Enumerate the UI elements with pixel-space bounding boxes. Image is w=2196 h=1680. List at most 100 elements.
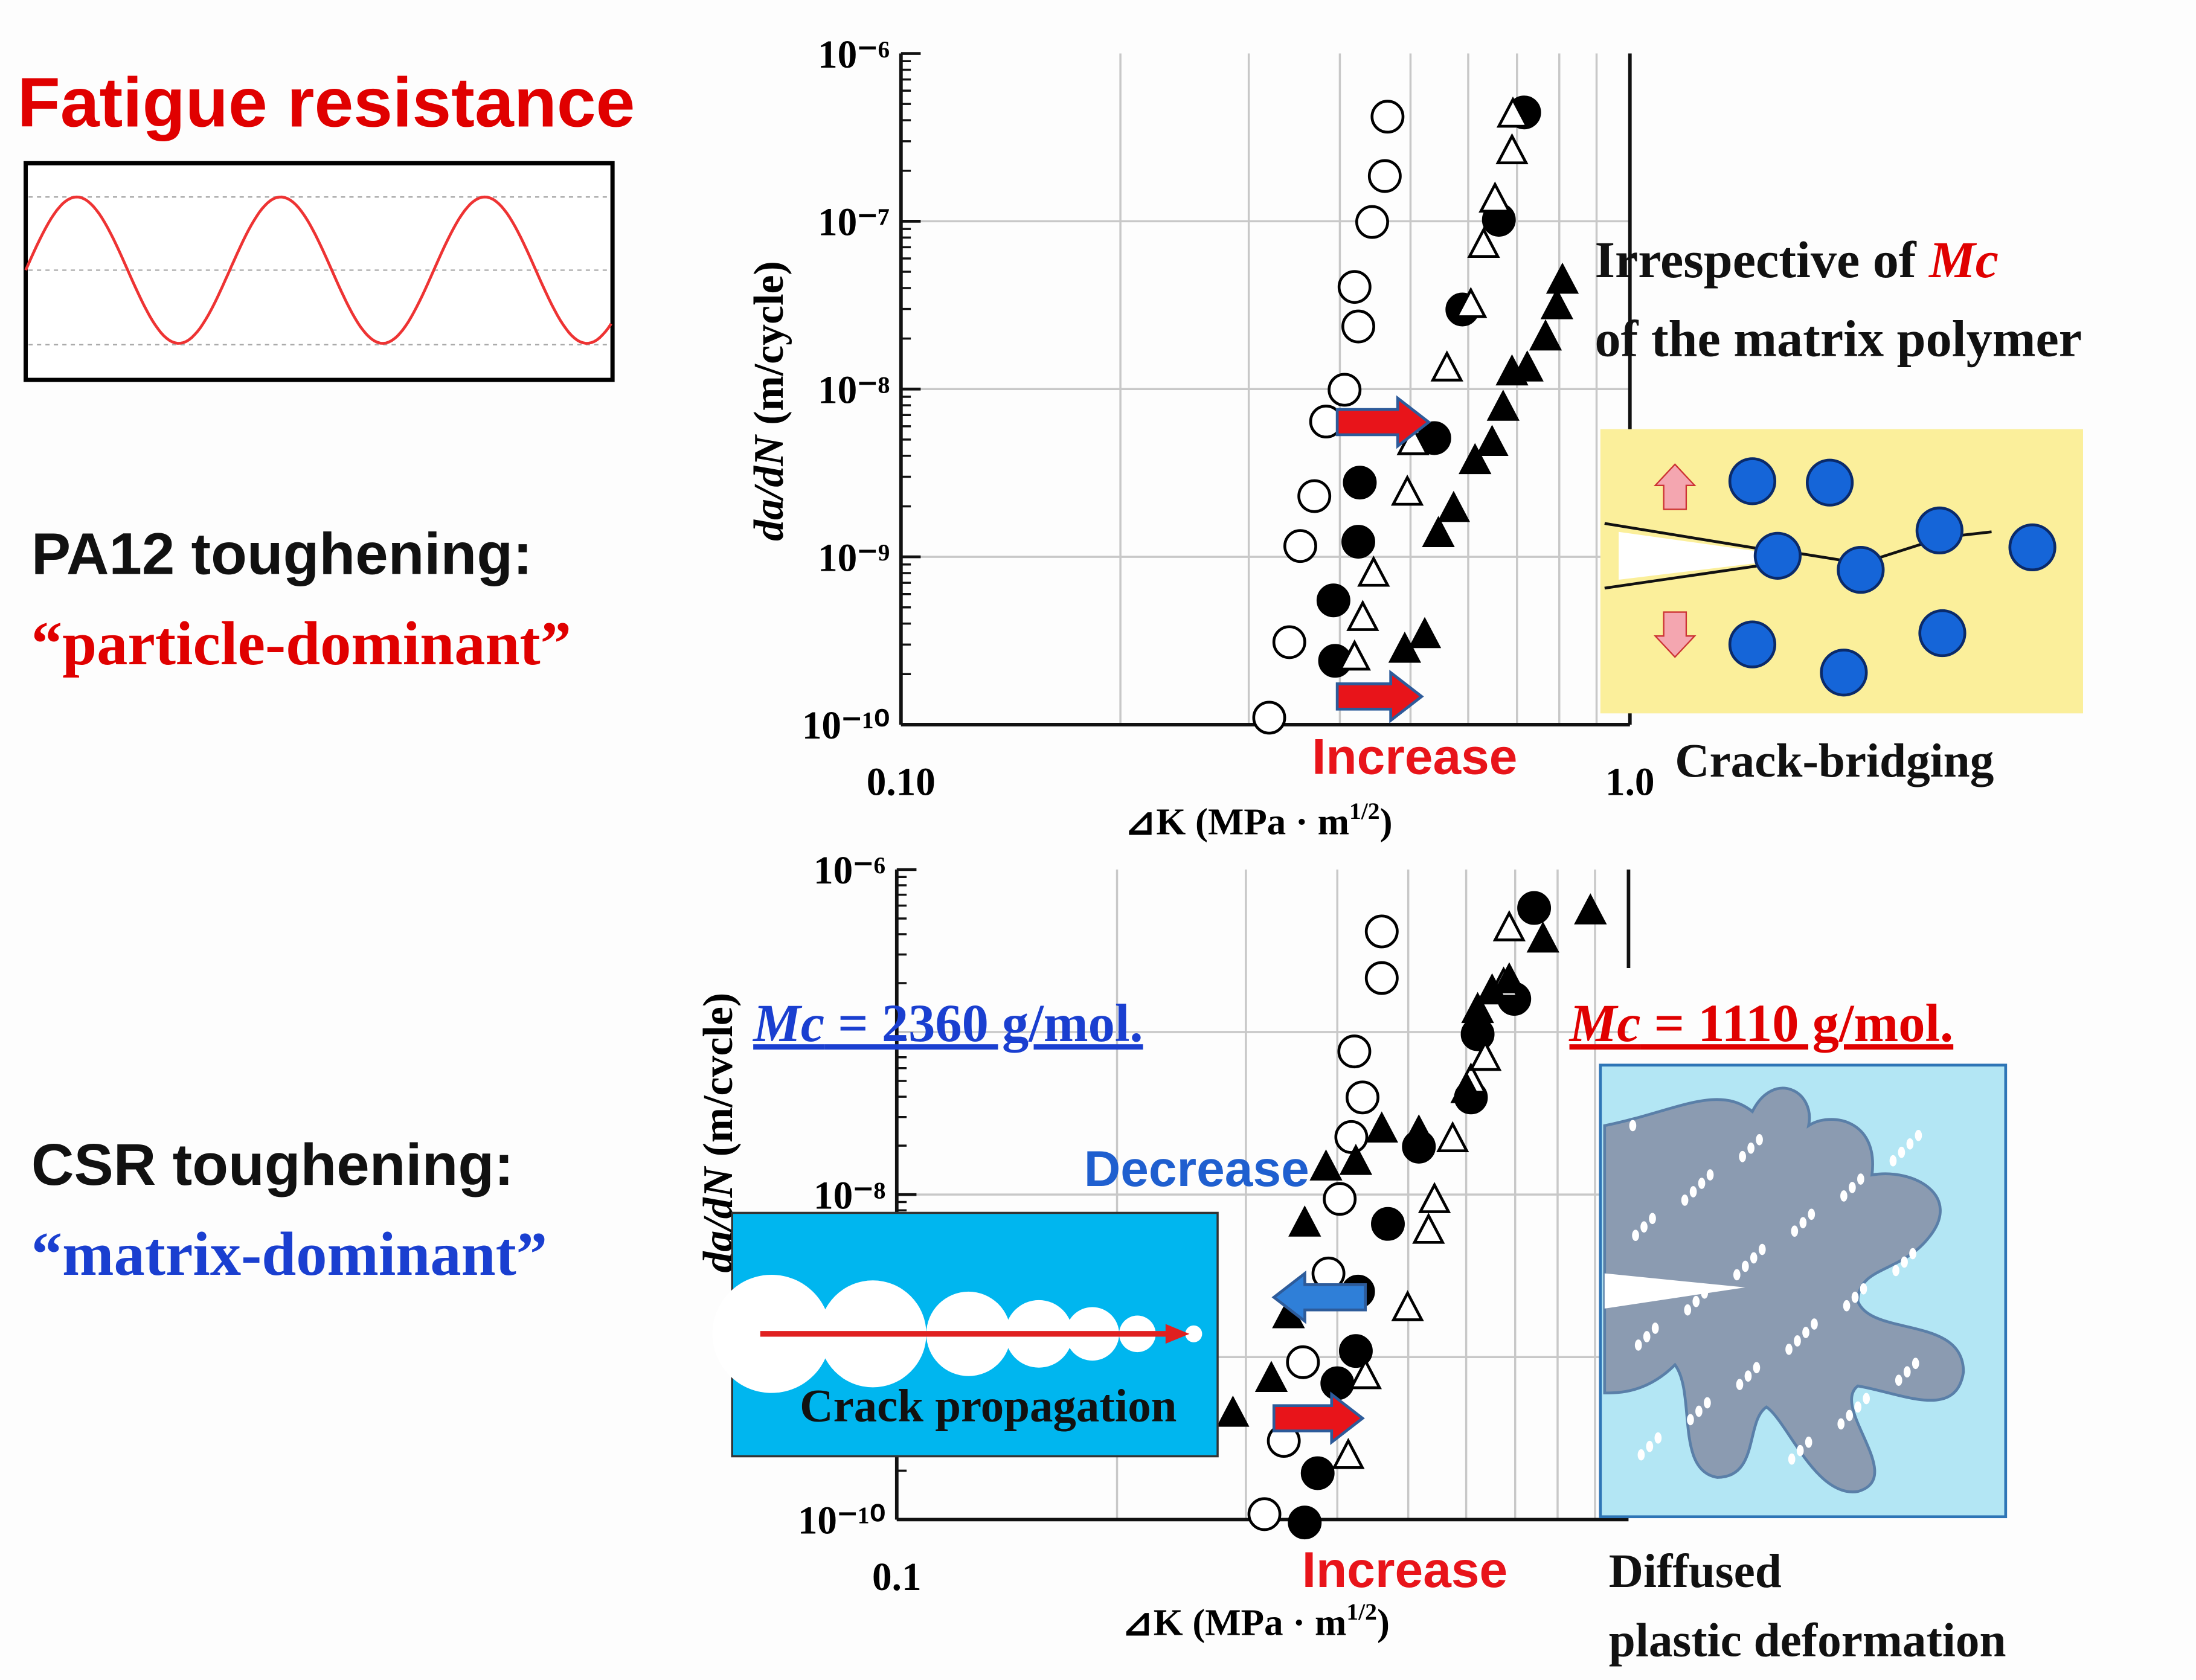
- point: [1460, 1017, 1495, 1051]
- point: [1343, 466, 1377, 500]
- particle: [1918, 609, 1966, 658]
- x-tick-label: 0.10: [867, 760, 936, 804]
- y-tick-label: 10⁻⁸: [818, 369, 890, 412]
- point: [1486, 390, 1520, 421]
- point: [1367, 159, 1402, 193]
- point: [1247, 1497, 1282, 1531]
- annotation-part: Irrespective of: [1594, 231, 1929, 289]
- point: [1450, 1072, 1483, 1103]
- sine-box: [24, 161, 615, 382]
- void: [1684, 1304, 1692, 1316]
- point: [1437, 490, 1470, 522]
- void: [1687, 1414, 1694, 1426]
- point: [1365, 1111, 1398, 1143]
- point: [1341, 309, 1375, 344]
- void: [1747, 1142, 1755, 1154]
- particle: [1915, 506, 1963, 555]
- arrowhead: [1165, 1324, 1190, 1344]
- void: [1791, 1225, 1799, 1237]
- x-axis-label-part: 1/2: [1349, 798, 1380, 824]
- annotation-part: = 2360 g/mol.: [824, 994, 1143, 1053]
- annotation-part: Mc: [1928, 231, 1999, 289]
- void: [1895, 1374, 1902, 1387]
- void: [1637, 1449, 1645, 1461]
- point: [1338, 639, 1371, 671]
- point: [1254, 1361, 1288, 1393]
- void: [1912, 1358, 1919, 1370]
- block-arrow: [1335, 395, 1431, 449]
- void: [1640, 1221, 1648, 1233]
- void: [1889, 1155, 1897, 1167]
- particle: [1837, 546, 1885, 594]
- point: [1459, 443, 1492, 475]
- point: [1408, 617, 1442, 649]
- point: [1454, 287, 1488, 318]
- void: [1753, 1362, 1761, 1374]
- point: [1526, 921, 1559, 953]
- x-axis-label: ⊿K (MPa · m1/2): [1125, 798, 1393, 843]
- point: [1402, 1114, 1436, 1146]
- point: [1341, 525, 1375, 559]
- label: “matrix-dominant”: [31, 1220, 547, 1289]
- particles: [1728, 457, 2056, 697]
- void: [1733, 1269, 1741, 1281]
- annotation: Mc = 1110 g/mol.: [1568, 994, 1954, 1053]
- bubble: [1185, 1325, 1202, 1342]
- void: [1843, 1300, 1851, 1312]
- void: [1629, 1120, 1637, 1132]
- arrow: [1653, 611, 1697, 658]
- point: [1430, 350, 1463, 382]
- void: [1649, 1213, 1656, 1225]
- sine-wave: [24, 195, 612, 345]
- point: [1495, 133, 1529, 165]
- point: [1364, 914, 1399, 949]
- void: [1849, 1182, 1856, 1193]
- void: [1811, 1318, 1818, 1330]
- point: [1492, 962, 1526, 993]
- void: [1788, 1453, 1796, 1465]
- void: [1750, 1252, 1758, 1264]
- point: [1338, 1334, 1373, 1368]
- void: [1739, 1150, 1746, 1162]
- void: [1698, 1178, 1706, 1189]
- point: [1574, 893, 1607, 925]
- void: [1701, 1287, 1709, 1299]
- point: [1370, 100, 1405, 134]
- point: [1316, 583, 1350, 618]
- chart: 10⁻¹⁰ 10⁻⁹ 10⁻⁸ 10⁻⁷ 10⁻⁶ 0.10 1.0 ⊿K (MPa · m1…: [746, 33, 1654, 843]
- y-tick-label: 10⁻⁸: [814, 1174, 885, 1217]
- point: [1461, 992, 1494, 1024]
- point: [1332, 1438, 1365, 1469]
- void: [1646, 1440, 1654, 1452]
- point: [1478, 181, 1512, 213]
- label: “particle-dominant”: [31, 610, 571, 678]
- overlay-layer: [712, 1063, 2008, 1519]
- y-axis-label-part: (m/cycle): [746, 261, 792, 435]
- voids: [1629, 1120, 1922, 1465]
- sine-frame: [24, 161, 615, 382]
- void: [1901, 1256, 1908, 1268]
- point: [1475, 425, 1509, 457]
- y-tick-label: 10⁻¹⁰: [798, 1499, 885, 1543]
- crack-opening: [1619, 531, 1760, 580]
- arrow: [1653, 463, 1697, 510]
- y-tick-label: 10⁻¹⁰: [802, 704, 890, 748]
- void: [1846, 1409, 1854, 1422]
- label: PA12 toughening:: [31, 521, 533, 587]
- void: [1704, 1397, 1711, 1409]
- void: [1903, 1366, 1911, 1378]
- y-tick-label: 10⁻⁶: [818, 33, 890, 77]
- void: [1651, 1323, 1659, 1334]
- point: [1417, 1182, 1451, 1213]
- void: [1837, 1418, 1845, 1430]
- y-tick-label: 10⁻⁹: [818, 536, 890, 580]
- point: [1300, 1456, 1335, 1490]
- x-axis-label: ⊿K (MPa · m1/2): [1122, 1598, 1390, 1644]
- particle: [1805, 458, 1854, 507]
- annotation-part: = 1110 g/mol.: [1641, 994, 1954, 1053]
- point: [1283, 529, 1317, 563]
- point: [1436, 1121, 1469, 1153]
- y-tick-label: 10⁻⁶: [814, 849, 885, 893]
- point: [1288, 1205, 1321, 1237]
